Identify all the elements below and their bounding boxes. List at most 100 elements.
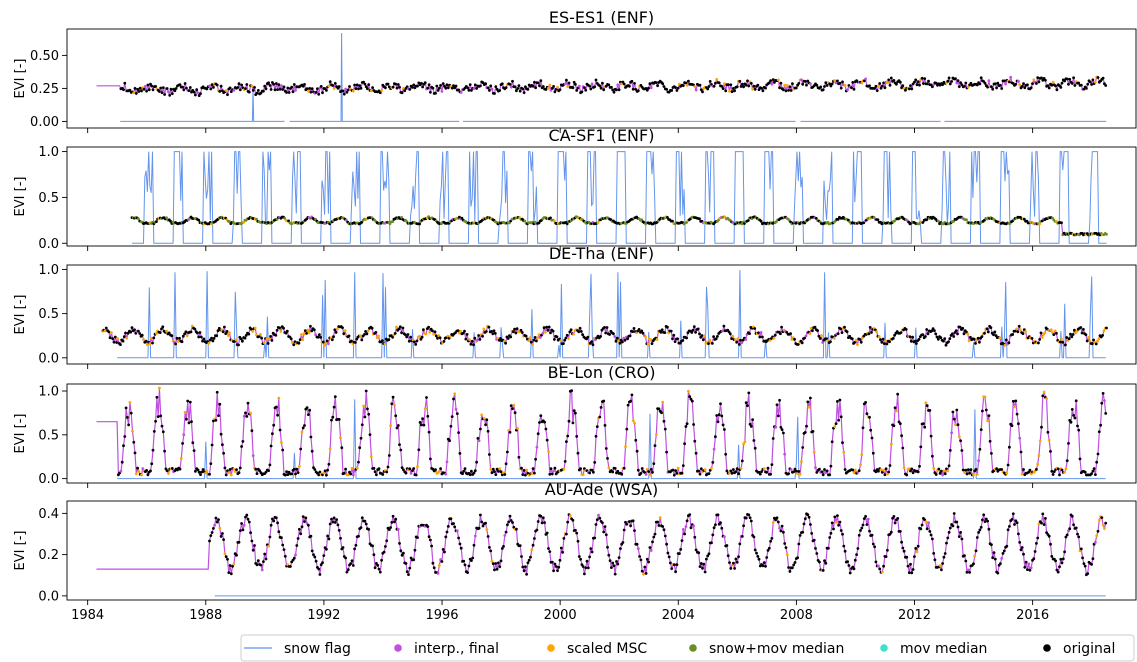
original-point bbox=[359, 86, 363, 90]
original-point bbox=[463, 329, 466, 333]
original-point bbox=[598, 84, 602, 88]
original-point bbox=[959, 81, 962, 84]
original-point bbox=[568, 330, 572, 334]
original-point bbox=[694, 330, 697, 334]
original-point bbox=[1064, 343, 1067, 347]
original-point bbox=[993, 82, 997, 86]
original-point bbox=[310, 449, 314, 453]
original-point bbox=[187, 89, 191, 92]
original-point bbox=[473, 83, 477, 87]
original-point bbox=[748, 422, 752, 426]
original-point bbox=[280, 536, 283, 540]
snow-mov-median-point bbox=[137, 217, 140, 221]
original-point bbox=[914, 78, 918, 82]
original-point bbox=[861, 426, 865, 430]
original-point bbox=[353, 547, 356, 551]
x-tick-label: 2000 bbox=[544, 608, 577, 623]
original-point bbox=[694, 548, 698, 552]
interp-final-point bbox=[834, 81, 838, 85]
scaled-msc-point bbox=[116, 337, 120, 341]
original-point bbox=[921, 221, 925, 224]
original-point bbox=[905, 555, 909, 559]
original-point bbox=[793, 561, 797, 564]
original-point bbox=[918, 464, 921, 468]
original-point bbox=[170, 92, 174, 95]
original-point bbox=[386, 82, 390, 86]
original-point bbox=[716, 513, 720, 517]
scaled-msc-point bbox=[527, 339, 531, 342]
original-point bbox=[198, 331, 202, 334]
original-point bbox=[726, 83, 730, 86]
original-point bbox=[332, 516, 336, 520]
original-point bbox=[241, 528, 245, 532]
original-point bbox=[956, 79, 960, 83]
original-point bbox=[1022, 552, 1025, 556]
original-point bbox=[960, 449, 964, 452]
scaled-msc-point bbox=[323, 343, 326, 347]
original-point bbox=[165, 87, 169, 90]
original-point bbox=[586, 335, 590, 339]
original-point bbox=[814, 547, 817, 550]
original-point bbox=[1006, 463, 1010, 467]
original-point bbox=[605, 326, 609, 329]
original-point bbox=[1001, 552, 1005, 555]
scaled-msc-point bbox=[459, 329, 463, 333]
original-point bbox=[240, 522, 244, 525]
original-point bbox=[344, 556, 347, 560]
original-point bbox=[707, 85, 711, 88]
scaled-msc-point bbox=[886, 472, 889, 476]
original-point bbox=[956, 525, 960, 529]
original-point bbox=[801, 530, 805, 534]
original-point bbox=[513, 411, 517, 415]
original-point bbox=[946, 536, 950, 540]
original-point bbox=[512, 525, 516, 529]
original-point bbox=[158, 331, 162, 334]
original-point bbox=[419, 337, 423, 341]
original-point bbox=[964, 468, 968, 472]
original-point bbox=[326, 534, 329, 538]
original-point bbox=[575, 531, 579, 535]
original-point bbox=[706, 87, 710, 91]
original-point bbox=[490, 330, 493, 333]
original-point bbox=[553, 562, 557, 566]
original-point bbox=[513, 85, 517, 89]
original-point bbox=[885, 342, 889, 346]
original-point bbox=[753, 548, 757, 552]
original-point bbox=[607, 83, 611, 87]
original-point bbox=[1044, 517, 1047, 520]
original-point bbox=[488, 546, 491, 549]
original-point bbox=[1056, 467, 1060, 471]
original-point bbox=[532, 338, 536, 342]
original-point bbox=[161, 325, 165, 329]
original-point bbox=[243, 336, 247, 340]
interp-final-point bbox=[789, 468, 793, 471]
original-point bbox=[769, 472, 772, 476]
scaled-msc-point bbox=[785, 84, 789, 87]
original-point bbox=[571, 86, 575, 90]
original-point bbox=[318, 573, 322, 576]
scaled-msc-point bbox=[1024, 330, 1027, 333]
original-point bbox=[201, 468, 205, 471]
original-point bbox=[570, 389, 573, 393]
original-point bbox=[408, 566, 412, 570]
original-point bbox=[224, 332, 228, 335]
original-point bbox=[739, 85, 743, 88]
original-point bbox=[846, 560, 849, 563]
scaled-msc-point bbox=[693, 85, 697, 88]
interp-final-point bbox=[509, 85, 513, 89]
original-point bbox=[108, 336, 112, 340]
scaled-msc-point bbox=[768, 339, 772, 342]
original-point bbox=[387, 338, 391, 341]
original-point bbox=[239, 337, 243, 341]
original-point bbox=[725, 469, 729, 473]
original-point bbox=[181, 442, 185, 445]
original-point bbox=[411, 469, 414, 472]
original-point bbox=[286, 473, 290, 476]
original-point bbox=[623, 338, 627, 342]
original-point bbox=[595, 425, 599, 428]
original-point bbox=[608, 559, 612, 563]
original-point bbox=[545, 325, 549, 329]
legend-label: snow+mov median bbox=[709, 641, 844, 657]
original-point bbox=[540, 521, 544, 525]
x-tick-label: 2012 bbox=[898, 608, 931, 623]
